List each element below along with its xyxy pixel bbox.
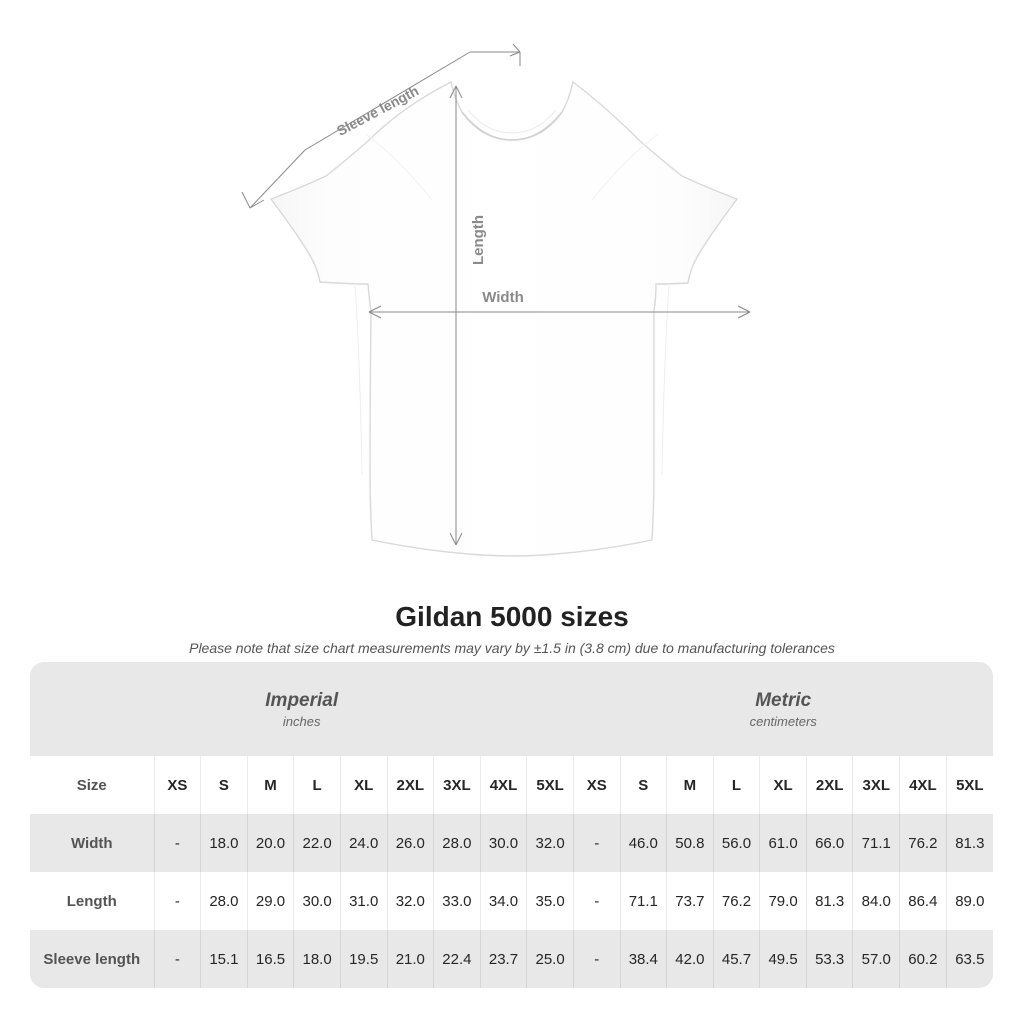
svg-text:Width: Width [482,289,524,306]
svg-text:Length: Length [470,215,487,265]
